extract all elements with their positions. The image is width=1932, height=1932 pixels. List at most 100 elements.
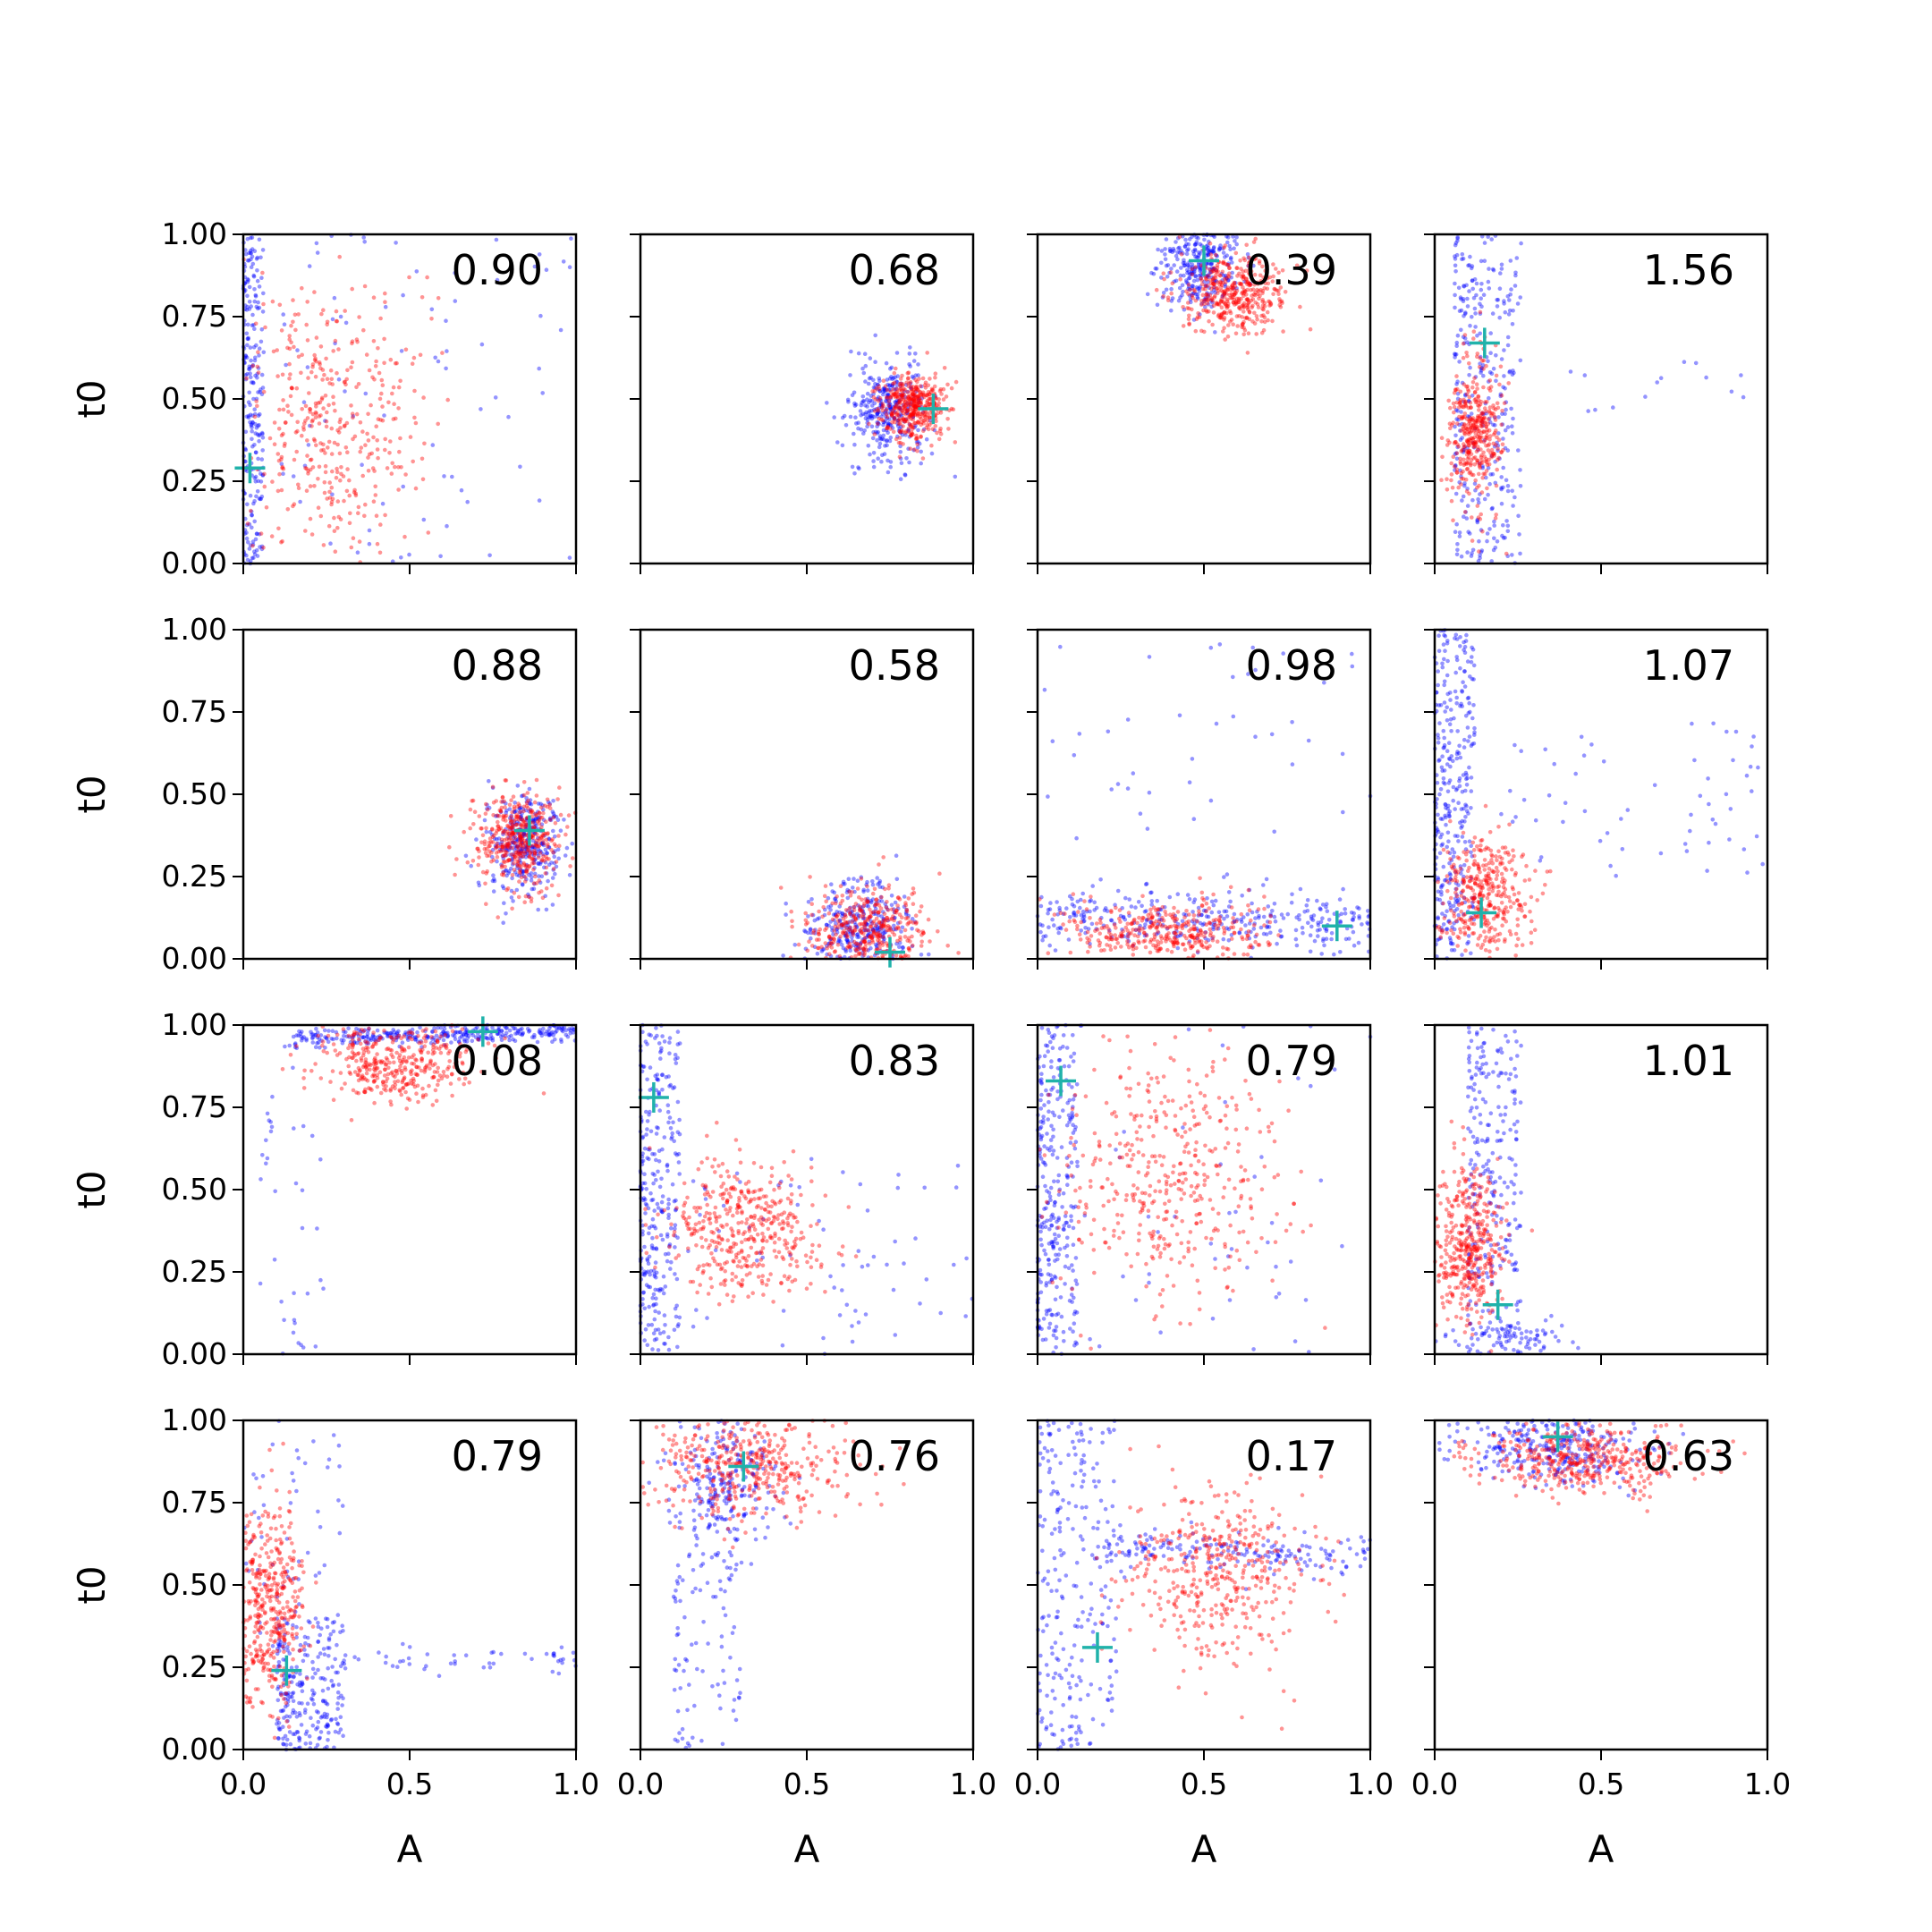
- blue-point: [1501, 536, 1506, 540]
- red-point: [525, 867, 530, 871]
- blue-point: [250, 247, 255, 251]
- red-point: [1472, 390, 1478, 395]
- blue-point: [852, 431, 856, 436]
- red-point: [541, 853, 546, 859]
- red-point: [313, 401, 318, 406]
- red-point: [336, 514, 342, 520]
- red-point: [885, 414, 890, 419]
- blue-point: [258, 479, 264, 484]
- y-tick-label: 0.25: [162, 859, 227, 894]
- red-point: [938, 432, 944, 436]
- red-point: [898, 401, 902, 406]
- red-point: [327, 381, 332, 386]
- blue-point: [876, 429, 880, 435]
- blue-point: [1741, 394, 1746, 400]
- red-point: [883, 886, 887, 892]
- blue-point: [1505, 488, 1511, 494]
- blue-point: [1655, 380, 1659, 385]
- red-point: [876, 934, 881, 939]
- red-point: [1233, 250, 1239, 256]
- blue-point: [1224, 914, 1230, 919]
- red-point: [501, 853, 505, 859]
- blue-point: [251, 344, 257, 350]
- red-point: [326, 439, 332, 445]
- red-point: [865, 884, 869, 889]
- red-point: [1450, 485, 1455, 490]
- red-point: [1244, 297, 1250, 302]
- blue-point: [260, 386, 266, 390]
- blue-point: [1467, 289, 1471, 293]
- red-point: [543, 871, 548, 876]
- blue-point: [1077, 732, 1082, 736]
- red-point: [796, 942, 801, 947]
- red-point: [480, 833, 486, 838]
- red-point: [899, 393, 904, 398]
- blue-point: [1469, 554, 1474, 558]
- red-point: [288, 372, 292, 377]
- red-point: [270, 479, 275, 484]
- red-point: [908, 412, 913, 418]
- blue-point: [518, 464, 522, 470]
- blue-point: [867, 400, 871, 405]
- red-point: [310, 364, 315, 369]
- blue-point: [257, 346, 262, 352]
- red-point: [383, 513, 387, 518]
- blue-point: [916, 428, 920, 433]
- red-point: [300, 433, 304, 438]
- blue-point: [1351, 929, 1356, 935]
- blue-point: [363, 391, 369, 396]
- blue-point: [885, 443, 889, 448]
- red-point: [309, 419, 315, 424]
- y-axis-label: t0: [70, 775, 114, 813]
- blue-point: [306, 443, 311, 447]
- blue-point: [1456, 285, 1462, 291]
- red-point: [1137, 915, 1141, 920]
- blue-point: [1261, 883, 1266, 887]
- red-point: [250, 363, 256, 369]
- blue-point: [1300, 925, 1305, 930]
- blue-point: [1046, 907, 1051, 912]
- blue-point: [1040, 937, 1045, 943]
- blue-point: [260, 448, 266, 453]
- blue-point: [1243, 923, 1248, 928]
- red-point: [513, 857, 517, 861]
- blue-point: [1455, 236, 1460, 241]
- red-point: [323, 470, 328, 475]
- red-point: [534, 777, 539, 783]
- red-point: [519, 824, 523, 828]
- red-point: [886, 886, 891, 891]
- red-point: [318, 366, 323, 371]
- blue-point: [248, 371, 252, 376]
- red-point: [339, 465, 343, 470]
- red-point: [476, 862, 481, 868]
- blue-point: [884, 439, 889, 444]
- red-point: [908, 919, 913, 924]
- blue-point: [477, 883, 482, 888]
- blue-point: [333, 341, 337, 346]
- blue-point: [511, 899, 515, 903]
- red-point: [833, 901, 838, 906]
- blue-point: [407, 552, 411, 557]
- red-point: [1499, 450, 1504, 455]
- blue-point: [258, 387, 263, 392]
- red-point: [484, 902, 488, 906]
- red-point: [253, 321, 258, 326]
- blue-point: [912, 425, 917, 430]
- red-point: [869, 938, 875, 943]
- blue-point: [903, 433, 908, 437]
- blue-point: [1165, 275, 1170, 279]
- blue-point: [1478, 555, 1482, 561]
- blue-point: [1278, 928, 1283, 933]
- blue-point: [1519, 241, 1523, 246]
- red-point: [553, 821, 558, 826]
- blue-point: [301, 400, 307, 405]
- red-point: [908, 446, 913, 452]
- red-point: [322, 372, 326, 377]
- red-point: [518, 868, 522, 873]
- red-point: [1233, 331, 1239, 336]
- red-point: [840, 894, 845, 898]
- red-point: [335, 370, 339, 376]
- blue-point: [1457, 360, 1462, 364]
- red-point: [425, 275, 429, 280]
- red-point: [399, 465, 403, 470]
